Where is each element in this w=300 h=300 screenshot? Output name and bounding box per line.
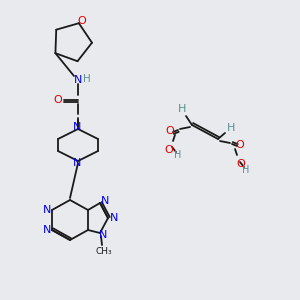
Text: N: N <box>43 205 51 215</box>
Text: CH₃: CH₃ <box>96 247 112 256</box>
Text: O: O <box>54 95 62 105</box>
Text: H: H <box>178 104 186 114</box>
Text: O: O <box>236 140 244 150</box>
Text: H: H <box>242 165 250 175</box>
Text: N: N <box>99 230 107 240</box>
Text: O: O <box>165 145 173 155</box>
Text: O: O <box>166 126 174 136</box>
Text: H: H <box>83 74 91 84</box>
Text: N: N <box>101 196 109 206</box>
Text: O: O <box>237 159 245 169</box>
Text: N: N <box>43 225 51 235</box>
Text: N: N <box>110 213 118 223</box>
Text: H: H <box>227 123 235 133</box>
Text: H: H <box>174 150 182 160</box>
Text: N: N <box>74 75 82 85</box>
Text: O: O <box>77 16 86 26</box>
Text: N: N <box>73 158 81 168</box>
Text: N: N <box>73 122 81 132</box>
